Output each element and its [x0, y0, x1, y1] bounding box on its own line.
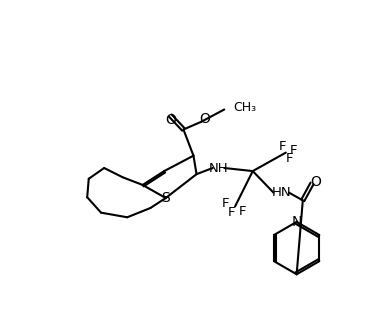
Text: F: F — [286, 152, 293, 165]
Text: F: F — [227, 206, 235, 219]
Text: HN: HN — [272, 186, 291, 199]
Text: NH: NH — [208, 162, 228, 175]
Text: S: S — [161, 191, 170, 205]
Text: F: F — [222, 197, 230, 210]
Text: O: O — [311, 175, 321, 189]
Text: O: O — [199, 112, 210, 126]
Text: F: F — [239, 204, 246, 218]
Text: F: F — [278, 140, 286, 153]
Text: F: F — [290, 144, 297, 157]
Text: CH₃: CH₃ — [233, 101, 257, 114]
Text: N: N — [291, 215, 302, 229]
Text: O: O — [165, 113, 176, 127]
